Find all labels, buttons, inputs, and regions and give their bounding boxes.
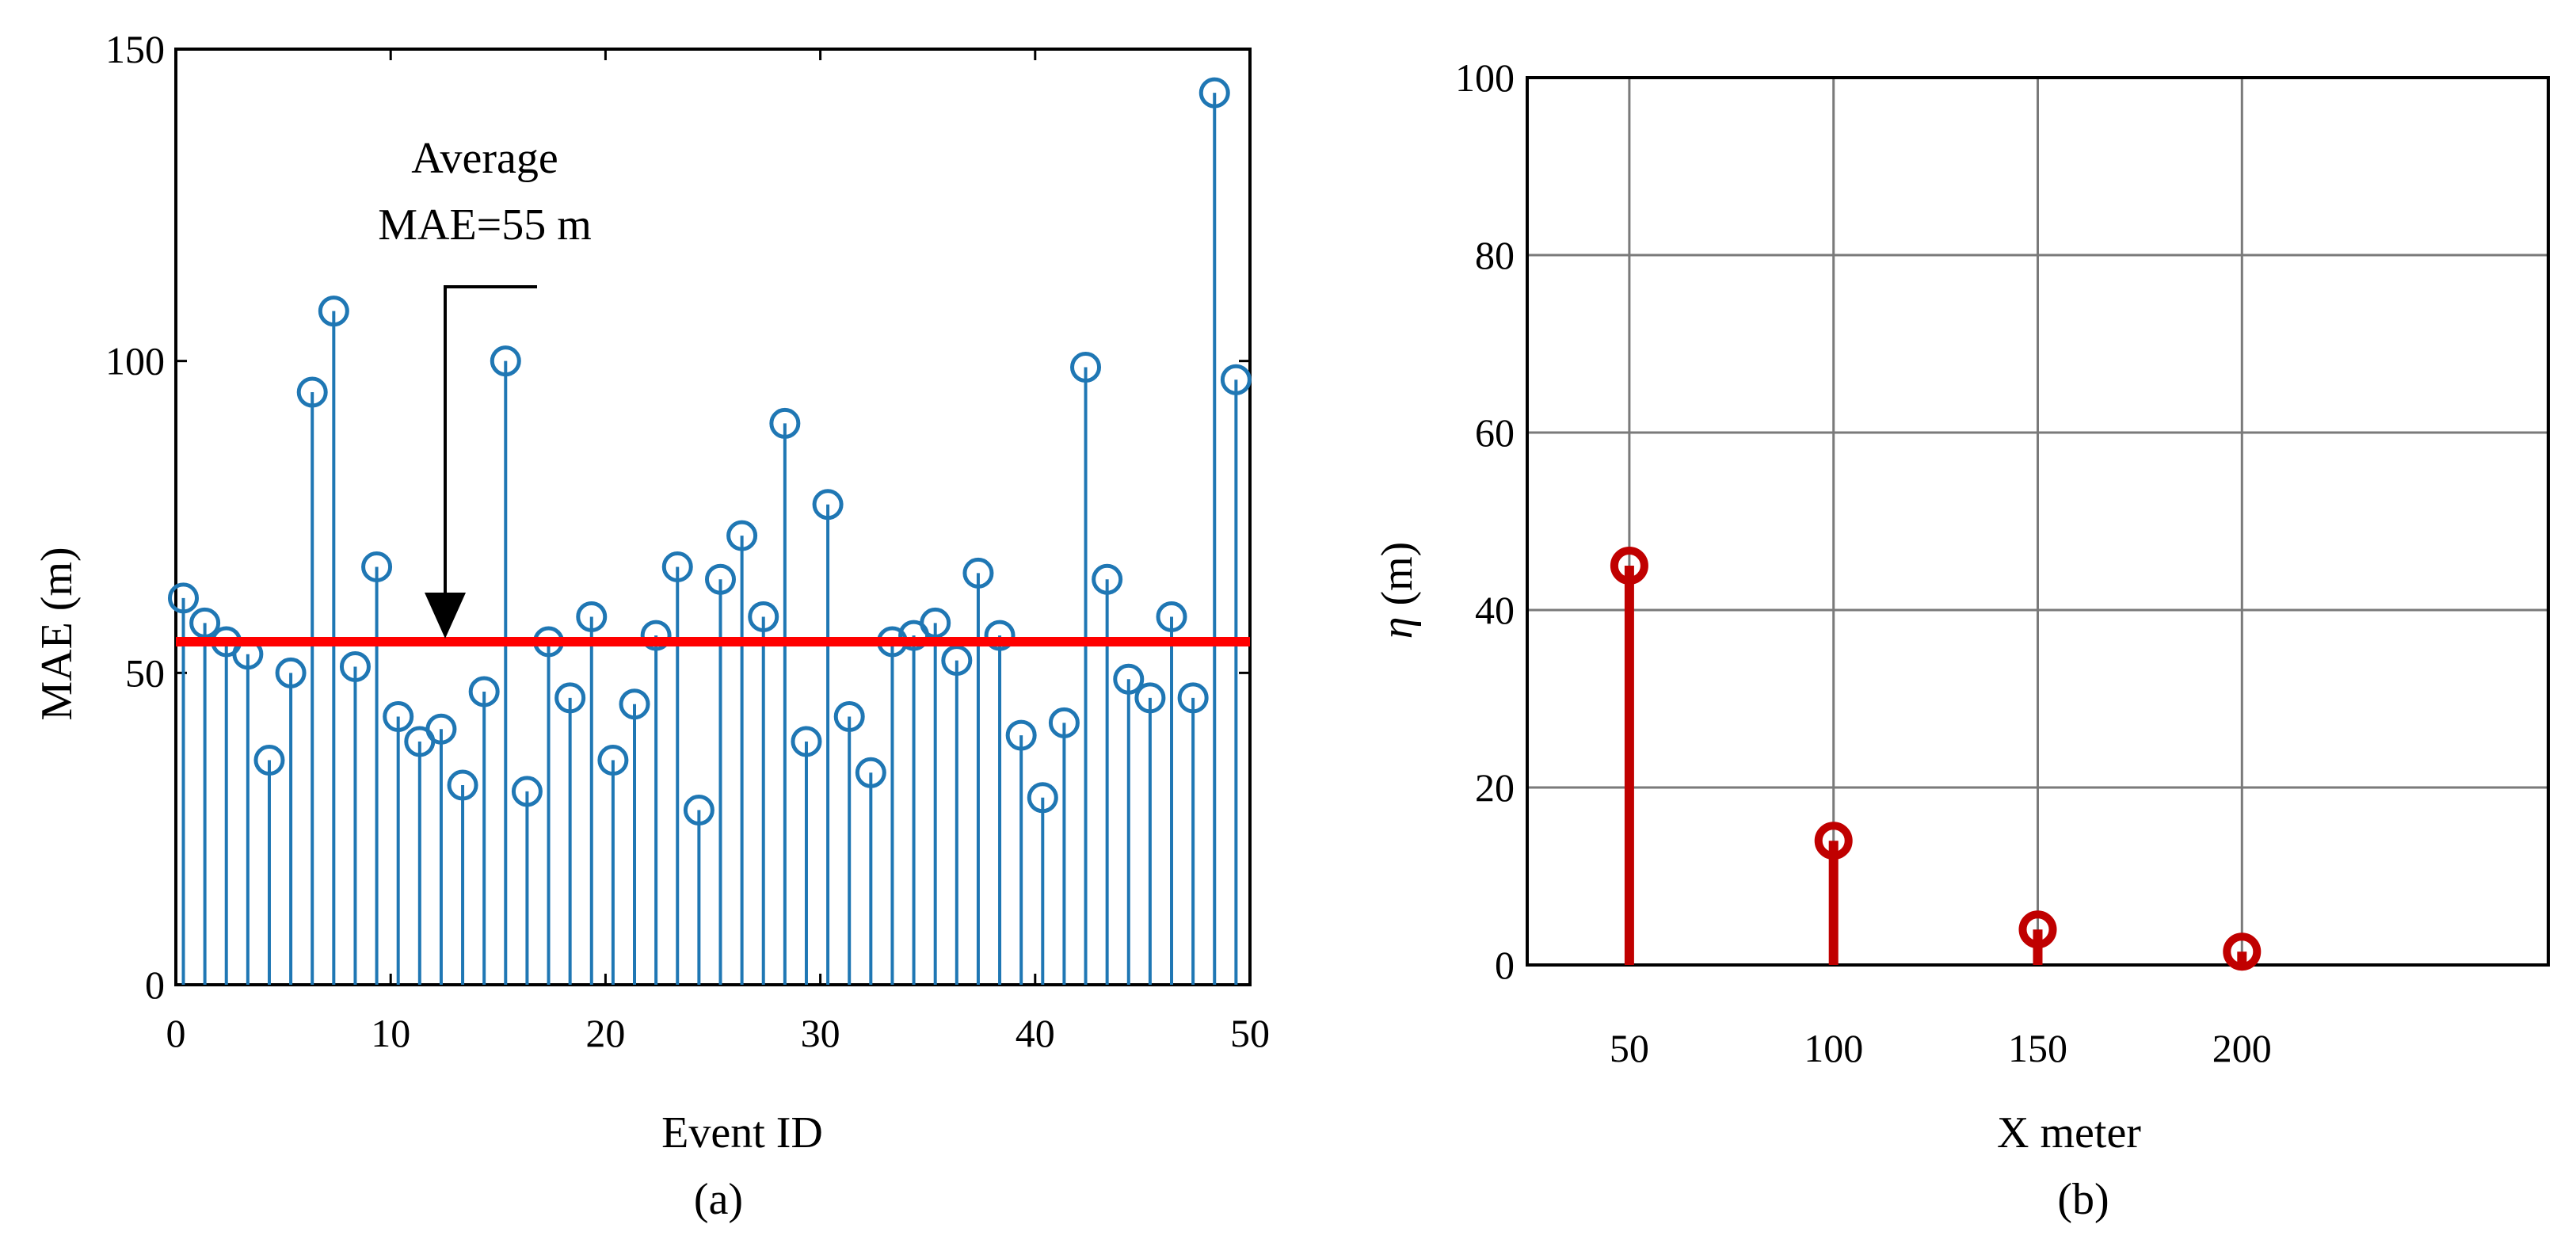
panel-b-x-axis-label: X meter	[1997, 1108, 2141, 1157]
stem-marker	[941, 645, 973, 677]
x-tick-label: 40	[1016, 1011, 1055, 1055]
stem-marker	[748, 601, 779, 632]
y-tick-label: 60	[1475, 410, 1515, 455]
panel-b-tick-labels: 0 20 40 60 80 100 50 100 150 200	[1455, 55, 2272, 1070]
stem-marker	[619, 688, 650, 720]
x-tick-label: 50	[1610, 1026, 1649, 1070]
stem-marker	[1198, 77, 1230, 109]
panel-b-chart: 0 20 40 60 80 100 50 100 150 200 X meter η (m) (b…	[1373, 55, 2550, 1224]
stem-marker	[1814, 822, 1853, 860]
y-tick-label: 150	[105, 27, 165, 71]
stem-marker	[833, 700, 865, 732]
stem-marker	[1092, 563, 1123, 595]
stem-marker	[447, 769, 478, 801]
panel-a-caption: (a)	[694, 1175, 743, 1224]
stem-marker	[383, 700, 414, 732]
stem-marker	[1177, 682, 1209, 714]
x-tick-label: 50	[1230, 1011, 1270, 1055]
stem-marker	[425, 713, 457, 745]
stem-marker	[554, 682, 586, 714]
panel-b-y-axis-unit: (m)	[1373, 542, 1422, 617]
stem-marker	[962, 557, 994, 589]
stem-marker	[1070, 352, 1102, 383]
stem-marker	[726, 520, 758, 551]
stem-marker	[1610, 547, 1648, 585]
stem-marker	[490, 345, 521, 377]
panel-a-x-axis-label: Event ID	[661, 1108, 823, 1157]
y-tick-label: 100	[105, 339, 165, 383]
stem-marker	[296, 376, 328, 408]
stem-marker	[769, 407, 801, 439]
x-tick-label: 200	[2212, 1026, 2272, 1070]
y-tick-label: 0	[145, 963, 165, 1007]
stem-marker	[683, 795, 714, 826]
stem-marker	[275, 657, 307, 688]
stem-marker	[1113, 663, 1145, 695]
panel-a-chart: Average MAE=55 m 0 10 20 30 40 50 0 50 100 150 Ev…	[32, 27, 1270, 1224]
panel-b-grid	[1526, 76, 2550, 967]
stem-marker	[339, 650, 371, 682]
panel-a-stems	[167, 77, 1252, 985]
stem-marker	[468, 676, 500, 707]
x-tick-label: 150	[2008, 1026, 2067, 1070]
y-tick-label: 40	[1475, 588, 1515, 632]
panel-b-stems	[1610, 547, 2262, 971]
stem-marker	[1156, 601, 1187, 632]
stem-marker	[318, 296, 349, 327]
stem-marker	[1048, 707, 1080, 738]
y-tick-label: 0	[1495, 943, 1515, 987]
panel-a-y-axis-label: MAE (m)	[32, 547, 82, 720]
stem-marker	[855, 757, 886, 788]
stem-marker	[361, 551, 393, 582]
annotation-line2: MAE=55 m	[378, 200, 592, 250]
stem-marker	[576, 601, 608, 632]
stem-marker	[511, 776, 543, 807]
stem-marker	[920, 607, 951, 639]
stem-marker	[791, 726, 822, 757]
stem-marker	[1220, 364, 1252, 395]
x-tick-label: 30	[801, 1011, 840, 1055]
panel-a-axes-box	[174, 48, 1252, 986]
stem-marker	[1134, 682, 1166, 714]
stem-marker	[1027, 782, 1058, 814]
stem-marker	[597, 745, 629, 776]
stem-marker	[984, 620, 1016, 651]
x-tick-label: 10	[371, 1011, 410, 1055]
y-tick-label: 80	[1475, 233, 1515, 277]
stem-marker	[640, 620, 672, 651]
x-tick-label: 100	[1804, 1026, 1863, 1070]
average-annotation-arrow	[425, 285, 537, 639]
panel-b-y-axis-label: η (m)	[1373, 542, 1422, 639]
y-tick-label: 100	[1455, 55, 1515, 100]
annotation-line1: Average	[411, 134, 558, 183]
stem-marker	[661, 551, 693, 582]
stem-marker	[167, 582, 199, 614]
stem-marker	[1005, 719, 1037, 751]
x-tick-label: 0	[166, 1011, 186, 1055]
stem-marker	[2223, 932, 2262, 971]
stem-marker	[2018, 910, 2057, 949]
y-tick-label: 20	[1475, 765, 1515, 810]
stem-marker	[189, 607, 221, 639]
stem-marker	[253, 745, 285, 776]
stem-marker	[812, 489, 844, 521]
panel-a-plot-area	[174, 48, 1252, 986]
stem-marker	[704, 563, 736, 595]
panel-a-tick-labels: 0 10 20 30 40 50 0 50 100 150	[105, 27, 1270, 1055]
panel-b-caption: (b)	[2057, 1175, 2109, 1224]
panel-b-y-axis-symbol: η	[1373, 617, 1422, 639]
y-tick-label: 50	[125, 650, 165, 695]
x-tick-label: 20	[585, 1011, 625, 1055]
